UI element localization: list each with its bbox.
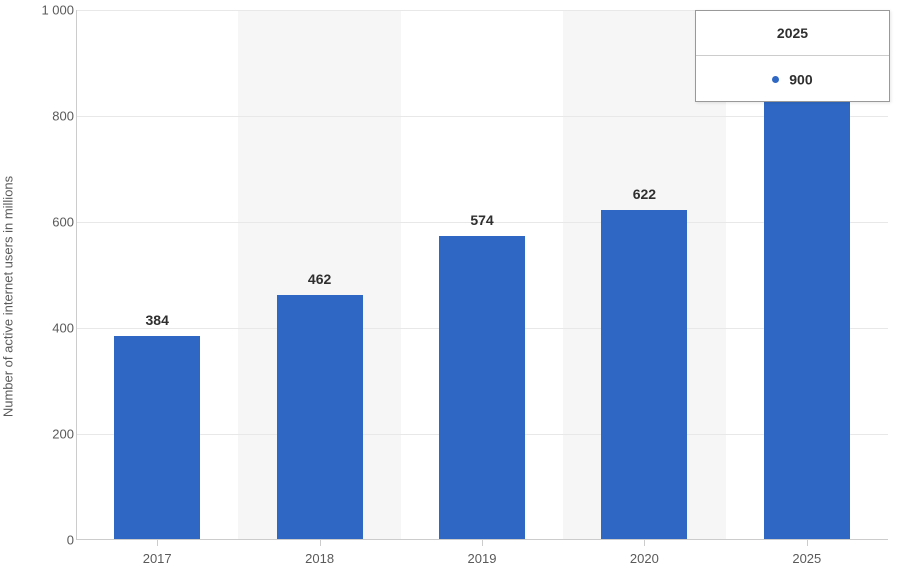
x-tick-mark <box>807 540 808 546</box>
bar-value-label: 462 <box>308 271 331 287</box>
y-tick-label: 800 <box>52 109 74 124</box>
bar[interactable] <box>601 210 687 540</box>
y-tick-label: 1 000 <box>41 3 74 18</box>
bar[interactable] <box>439 236 525 540</box>
x-tick-label: 2017 <box>143 551 172 566</box>
bar-chart: Number of active internet users in milli… <box>0 0 904 578</box>
y-tick-label: 0 <box>67 533 74 548</box>
tooltip-value: 900 <box>789 71 812 87</box>
tooltip: 2025 900 <box>695 10 890 102</box>
x-tick-mark <box>482 540 483 546</box>
bar-value-label: 384 <box>146 312 169 328</box>
y-tick-label: 400 <box>52 321 74 336</box>
bar-value-label: 574 <box>470 212 493 228</box>
y-tick-label: 600 <box>52 215 74 230</box>
tooltip-bullet-icon <box>772 76 779 83</box>
x-axis-line <box>76 539 888 540</box>
y-axis-line <box>76 10 77 540</box>
x-tick-mark <box>320 540 321 546</box>
x-tick-mark <box>644 540 645 546</box>
bar[interactable] <box>114 336 200 540</box>
bar[interactable] <box>764 63 850 540</box>
bar[interactable] <box>277 295 363 540</box>
bar-value-label: 622 <box>633 186 656 202</box>
x-tick-label: 2018 <box>305 551 334 566</box>
x-tick-label: 2025 <box>792 551 821 566</box>
y-tick-label: 200 <box>52 427 74 442</box>
y-axis-title: Number of active internet users in milli… <box>1 176 16 417</box>
tooltip-title: 2025 <box>696 11 889 56</box>
x-tick-mark <box>157 540 158 546</box>
tooltip-row: 900 <box>696 56 889 101</box>
x-tick-label: 2019 <box>468 551 497 566</box>
x-tick-label: 2020 <box>630 551 659 566</box>
